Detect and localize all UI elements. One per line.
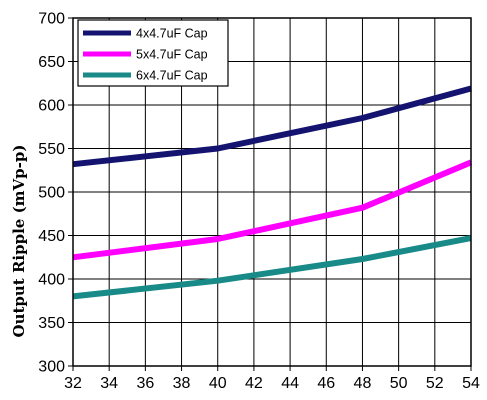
legend-label-3: 6x4.7uF Cap	[136, 69, 208, 83]
y-axis-ticks: 300 350 400 450 500 550 600 650 700	[38, 11, 73, 376]
x-tick-label-34: 34	[100, 375, 118, 392]
series-lines	[72, 85, 473, 300]
x-axis-ticks: 32 34 36 38 40 42 44 46 48 50 52 54	[64, 366, 480, 392]
x-tick-label-32: 32	[64, 375, 82, 392]
series-line-2	[72, 159, 473, 261]
legend: 4x4.7uF Cap 5x4.7uF Cap 6x4.7uF Cap	[77, 19, 229, 87]
y-tick-label-400: 400	[38, 272, 65, 289]
y-axis-label: Output Ripple (mVp-p)	[10, 145, 28, 338]
x-tick-label-44: 44	[281, 375, 299, 392]
x-tick-label-52: 52	[426, 375, 444, 392]
x-tick-label-50: 50	[390, 375, 408, 392]
plot-border	[72, 17, 472, 367]
x-tick-label-48: 48	[354, 375, 372, 392]
y-tick-label-350: 350	[38, 315, 65, 332]
y-tick-label-500: 500	[38, 185, 65, 202]
series-line-1	[72, 85, 472, 168]
y-tick-label-550: 550	[38, 141, 65, 158]
series-line-3	[72, 235, 472, 300]
y-tick-label-300: 300	[38, 359, 65, 376]
x-tick-label-42: 42	[245, 375, 263, 392]
y-tick-label-450: 450	[38, 228, 65, 245]
y-tick-label-600: 600	[38, 98, 65, 115]
x-tick-label-46: 46	[317, 375, 335, 392]
legend-label-2: 5x4.7uF Cap	[136, 48, 208, 62]
x-tick-label-40: 40	[209, 375, 227, 392]
x-tick-label-54: 54	[462, 375, 480, 392]
y-tick-label-650: 650	[38, 54, 65, 71]
y-tick-label-700: 700	[38, 11, 65, 28]
x-tick-label-36: 36	[136, 375, 154, 392]
x-tick-label-38: 38	[173, 375, 191, 392]
legend-label-1: 4x4.7uF Cap	[136, 27, 208, 41]
